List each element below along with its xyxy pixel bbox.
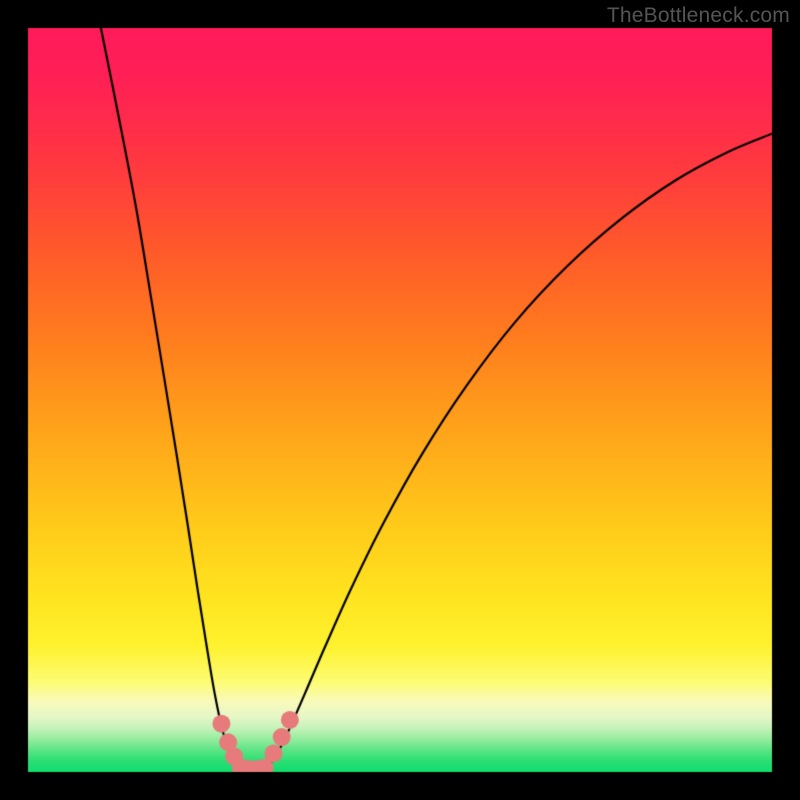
- watermark-text: TheBottleneck.com: [607, 4, 790, 28]
- chart-canvas: [0, 0, 800, 800]
- chart-stage: TheBottleneck.com: [0, 0, 800, 800]
